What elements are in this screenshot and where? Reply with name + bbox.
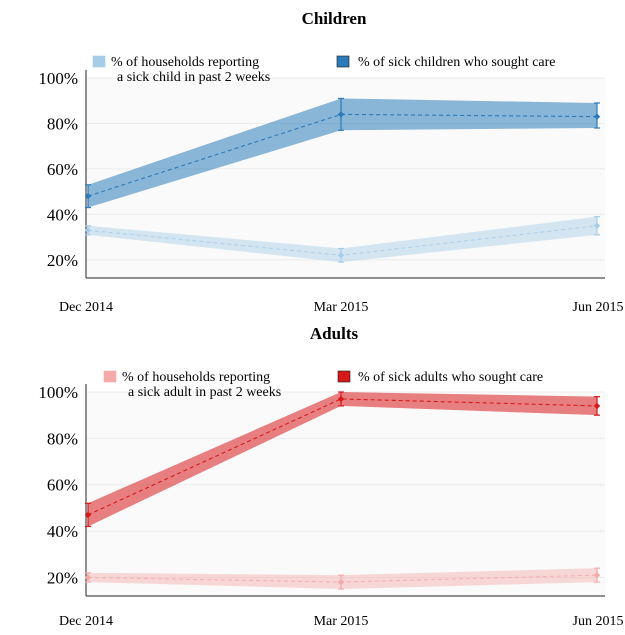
series-line bbox=[87, 398, 598, 516]
data-point bbox=[337, 395, 345, 403]
series-1 bbox=[84, 97, 601, 209]
chart-title: Adults bbox=[310, 324, 359, 343]
legend-label: % of households reporting bbox=[111, 55, 259, 70]
y-tick-label: 80% bbox=[47, 429, 78, 448]
chart-panel-1: 20% 40% 60% 80% 100% Dec 2014 Mar 2015 Jun 2015… bbox=[38, 324, 623, 629]
y-tick-label: 80% bbox=[47, 114, 78, 133]
x-tick-label: Mar 2015 bbox=[314, 614, 369, 629]
legend-label: a sick child in past 2 weeks bbox=[117, 70, 270, 85]
legend-label: % of households reporting bbox=[122, 370, 270, 385]
series-1 bbox=[84, 391, 601, 528]
x-tick-label: Dec 2014 bbox=[59, 614, 113, 629]
plot-background bbox=[86, 392, 605, 596]
y-tick-label: 100% bbox=[38, 383, 78, 402]
data-point bbox=[593, 113, 601, 120]
legend-label: % of sick adults who sought care bbox=[358, 370, 543, 385]
confidence-band bbox=[88, 392, 597, 527]
series-0 bbox=[84, 567, 601, 590]
x-tick-label: Jun 2015 bbox=[573, 300, 624, 315]
data-point bbox=[84, 192, 92, 200]
y-tick-label: 60% bbox=[47, 160, 78, 179]
data-point bbox=[337, 252, 345, 259]
series-0 bbox=[84, 216, 601, 263]
legend-swatch bbox=[92, 55, 106, 68]
data-point bbox=[337, 111, 345, 118]
x-tick-label: Mar 2015 bbox=[314, 300, 369, 315]
chart-title: Children bbox=[302, 9, 367, 28]
series-line bbox=[87, 113, 598, 197]
y-tick-label: 20% bbox=[47, 568, 78, 587]
data-point bbox=[84, 511, 92, 519]
confidence-band bbox=[88, 98, 597, 208]
data-point bbox=[84, 227, 92, 234]
data-point bbox=[84, 574, 92, 581]
x-tick-label: Jun 2015 bbox=[573, 614, 624, 629]
confidence-band bbox=[88, 568, 597, 590]
legend-swatch bbox=[337, 370, 351, 383]
y-tick-label: 20% bbox=[47, 251, 78, 270]
chart-panel-0: 20% 40% 60% 80% 100% Dec 2014 Mar 2015 Jun 2015… bbox=[38, 9, 623, 315]
y-tick-label: 40% bbox=[47, 522, 78, 541]
y-tick-label: 100% bbox=[38, 69, 78, 88]
data-point bbox=[593, 402, 601, 410]
data-point bbox=[337, 578, 345, 586]
data-point bbox=[593, 571, 601, 579]
data-point bbox=[593, 222, 601, 229]
x-tick-label: Dec 2014 bbox=[59, 300, 113, 315]
legend-label: a sick adult in past 2 weeks bbox=[128, 385, 281, 400]
legend-swatch bbox=[336, 55, 350, 68]
confidence-band bbox=[88, 216, 597, 263]
y-tick-label: 40% bbox=[47, 205, 78, 224]
legend-swatch bbox=[103, 370, 117, 383]
legend-label: % of sick children who sought care bbox=[358, 55, 556, 70]
y-tick-label: 60% bbox=[47, 476, 78, 495]
